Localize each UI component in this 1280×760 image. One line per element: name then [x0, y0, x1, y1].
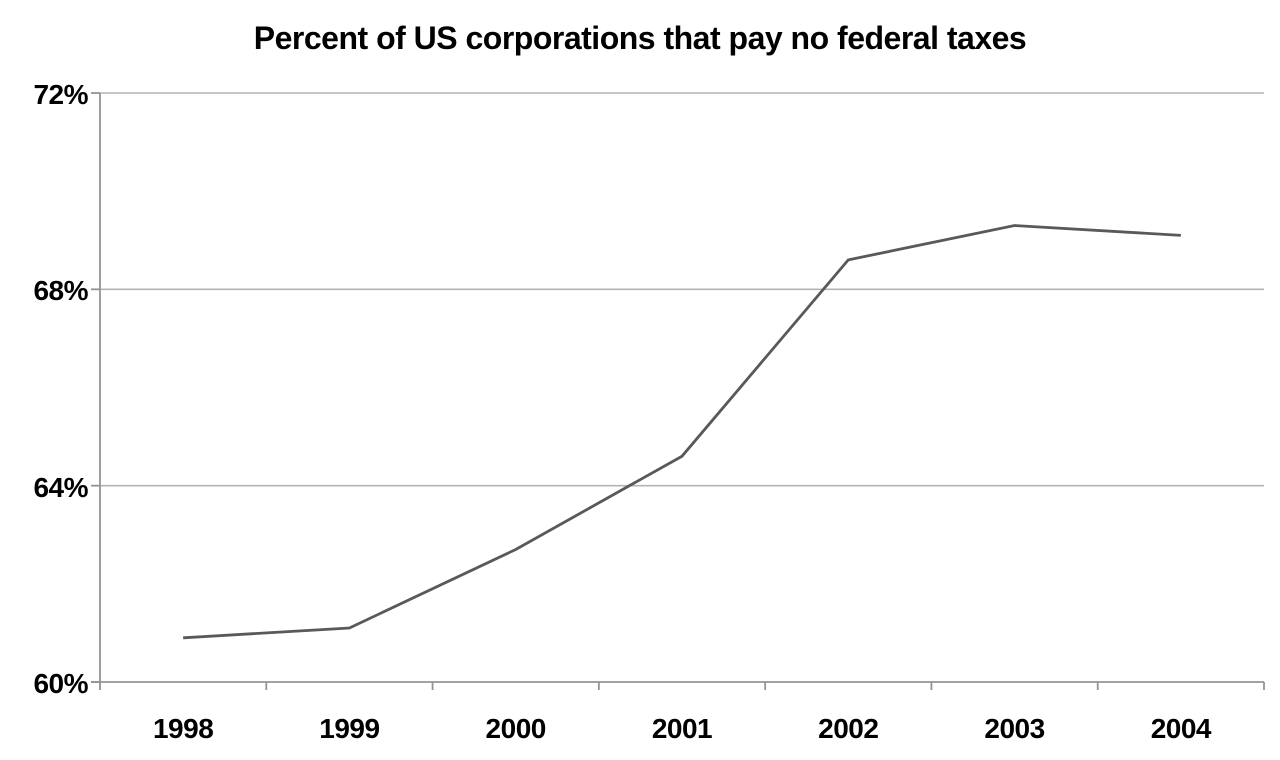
x-axis-tick-label: 2001 — [651, 713, 713, 744]
y-axis-tick-label: 72% — [33, 79, 88, 110]
x-axis-tick-label: 2002 — [818, 713, 879, 744]
chart-title: Percent of US corporations that pay no f… — [253, 20, 1027, 56]
x-axis-tick-label: 2003 — [984, 713, 1045, 744]
y-axis-tick-label: 68% — [33, 275, 88, 307]
data-line — [183, 224, 1181, 640]
x-axis-tick-label: 1999 — [319, 713, 380, 744]
y-axis-tick-label: 60% — [33, 668, 88, 699]
x-axis-tick-label: 2004 — [1150, 713, 1212, 744]
x-axis-tick-label: 1998 — [152, 713, 214, 744]
x-axis-tick-label: 2000 — [485, 713, 547, 744]
y-axis-tick-label: 64% — [33, 471, 88, 503]
